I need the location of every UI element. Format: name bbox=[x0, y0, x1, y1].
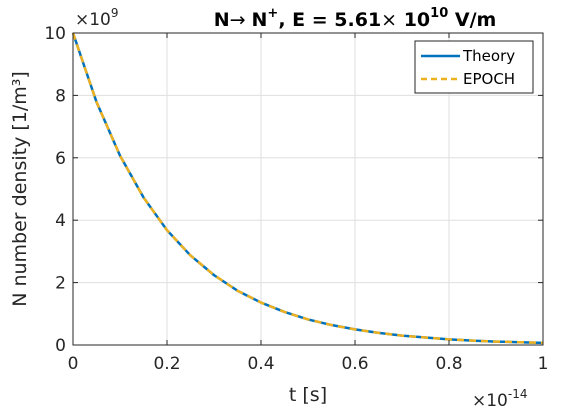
y-tick-label: 4 bbox=[55, 211, 66, 231]
y-tick-label: 6 bbox=[55, 149, 66, 169]
legend-label-theory: Theory bbox=[462, 47, 515, 65]
x-tick-label: 0.4 bbox=[247, 354, 274, 374]
y-axis-multiplier: ×109 bbox=[75, 6, 119, 30]
grid bbox=[72, 32, 544, 346]
series-line-epoch bbox=[71, 32, 544, 345]
x-tick-label: 0 bbox=[68, 354, 79, 374]
x-tick-label: 0.2 bbox=[153, 354, 180, 374]
y-tick-label: 8 bbox=[55, 86, 66, 106]
y-tick-label: 0 bbox=[55, 336, 66, 356]
x-axis-multiplier: ×10-14 bbox=[472, 387, 528, 411]
y-tick-label: 2 bbox=[55, 274, 66, 294]
y-axis-label: N number density [1/m³] bbox=[9, 71, 31, 307]
x-tick-label: 1 bbox=[538, 354, 549, 374]
axes-box bbox=[72, 32, 544, 346]
legend-box bbox=[414, 40, 534, 94]
y-tick-label: 10 bbox=[44, 24, 66, 44]
x-tick-label: 0.6 bbox=[341, 354, 368, 374]
legend: Theory EPOCH bbox=[414, 40, 534, 94]
x-ticks: 0 0.2 0.4 0.6 0.8 1 bbox=[68, 33, 549, 374]
chart-title: N→ N+, E = 5.61× 1010 V/m bbox=[214, 6, 497, 31]
legend-label-epoch: EPOCH bbox=[463, 70, 515, 88]
x-tick-label: 0.8 bbox=[435, 354, 462, 374]
series-layer bbox=[71, 32, 544, 345]
x-axis-label: t [s] bbox=[289, 384, 327, 406]
y-ticks: 0 2 4 6 8 10 bbox=[44, 24, 543, 356]
